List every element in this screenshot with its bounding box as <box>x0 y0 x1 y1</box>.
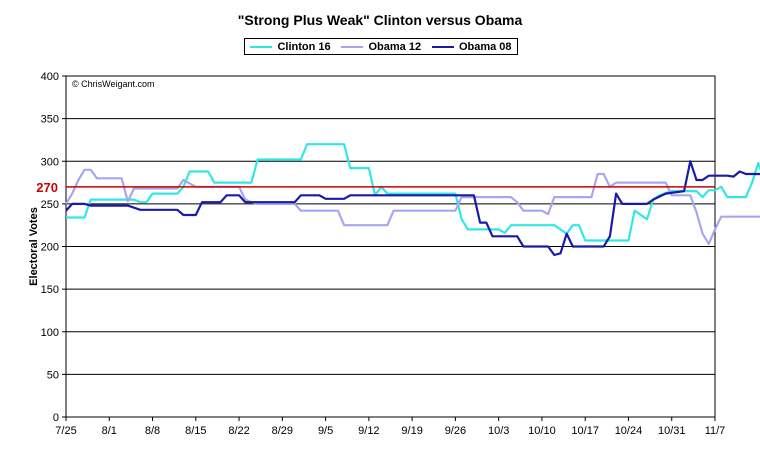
series-line-obama-12 <box>65 168 760 245</box>
x-tick-label: 10/31 <box>658 425 686 437</box>
x-tick-label: 10/3 <box>488 425 509 437</box>
legend-label-obama-12: Obama 12 <box>368 40 422 53</box>
x-tick-label: 10/24 <box>615 425 643 437</box>
y-tick-label: 250 <box>41 199 59 211</box>
legend-label-obama-08: Obama 08 <box>458 40 512 53</box>
y-tick-label: 100 <box>41 327 59 339</box>
reference-label-270: 270 <box>36 180 58 195</box>
y-tick-label: 400 <box>41 71 59 83</box>
y-tick-label: 0 <box>53 412 59 424</box>
y-tick-label: 350 <box>41 114 59 126</box>
legend: Clinton 16 Obama 12 Obama 08 <box>244 38 518 55</box>
chart-title: "Strong Plus Weak" Clinton versus Obama <box>237 12 523 28</box>
x-tick-label: 8/8 <box>145 425 160 437</box>
y-axis-title: Electoral Votes <box>28 207 40 286</box>
legend-swatch-obama-08 <box>431 45 454 48</box>
series-line-clinton-16 <box>66 143 760 242</box>
y-tick-label: 50 <box>47 369 59 381</box>
x-tick-label: 9/26 <box>445 425 466 437</box>
x-tick-label: 8/1 <box>102 425 117 437</box>
x-tick-label: 9/5 <box>318 425 333 437</box>
y-tick-label: 300 <box>41 156 59 168</box>
x-tick-label: 9/19 <box>401 425 422 437</box>
legend-item-obama-08: Obama 08 <box>431 40 512 53</box>
watermark-text: © ChrisWeigant.com <box>72 79 155 89</box>
y-tick-label: 200 <box>41 242 59 254</box>
legend-item-clinton-16: Clinton 16 <box>250 40 331 53</box>
x-tick-label: 10/17 <box>571 425 599 437</box>
x-tick-label: 8/15 <box>185 425 206 437</box>
y-tick-label: 150 <box>41 284 59 296</box>
legend-item-obama-12: Obama 12 <box>341 41 421 53</box>
x-tick-label: 8/22 <box>228 425 249 437</box>
series-line-obama-08 <box>65 160 760 257</box>
x-tick-label: 11/7 <box>705 425 726 437</box>
x-tick-label: 10/10 <box>528 425 556 437</box>
x-tick-label: 7/25 <box>55 425 76 437</box>
legend-swatch-clinton-16 <box>250 45 273 48</box>
x-tick-label: 8/29 <box>272 425 293 437</box>
legend-swatch-obama-12 <box>341 45 364 48</box>
x-tick-label: 9/12 <box>358 425 379 437</box>
legend-label-clinton-16: Clinton 16 <box>277 40 331 53</box>
